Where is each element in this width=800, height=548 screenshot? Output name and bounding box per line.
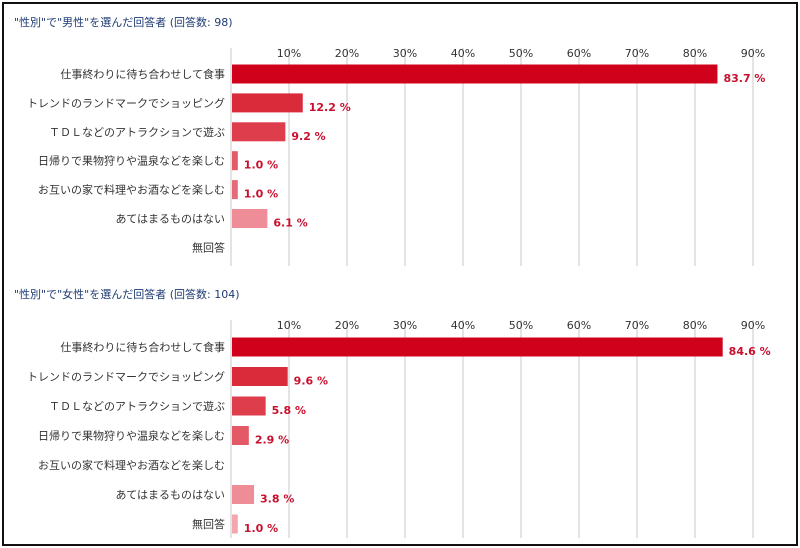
x-tick-label: 90% — [741, 47, 765, 60]
category-label: 無回答 — [192, 517, 225, 531]
value-label: 84.6 % — [729, 345, 771, 358]
category-label: あてはまるものはない — [115, 213, 225, 226]
category-label: 仕事終わりに待ち合わせして食事 — [60, 67, 225, 81]
value-label: 9.6 % — [294, 375, 328, 388]
bar-charts: "性別"で"男性"を選んだ回答者 (回答数: 98) 10% 20% 30% 40% 50… — [14, 15, 771, 538]
x-tick-label: 70% — [625, 319, 649, 332]
value-label: 1.0 % — [244, 188, 278, 201]
value-label: 12.2 % — [309, 101, 351, 114]
x-tick-label: 40% — [451, 47, 475, 60]
x-tick-label: 20% — [335, 47, 359, 60]
category-label: ＴＤＬなどのアトラクションで遊ぶ — [49, 399, 225, 413]
bar — [232, 337, 723, 357]
x-tick-label: 40% — [451, 319, 475, 332]
x-tick-label: 70% — [625, 47, 649, 60]
value-label: 3.8 % — [260, 493, 294, 506]
category-label: お互いの家で料理やお酒などを楽しむ — [38, 183, 225, 197]
x-tick-label: 60% — [567, 47, 591, 60]
x-tick-label: 80% — [683, 319, 707, 332]
category-label: 無回答 — [192, 240, 225, 254]
x-tick-label: 20% — [335, 319, 359, 332]
bar — [232, 485, 255, 504]
category-label: 仕事終わりに待ち合わせして食事 — [60, 340, 225, 354]
category-label: お互いの家で料理やお酒などを楽しむ — [38, 458, 225, 472]
x-tick-label: 60% — [567, 319, 591, 332]
bar — [232, 64, 718, 84]
value-label: 1.0 % — [244, 159, 278, 172]
bar — [232, 122, 286, 142]
category-label: あてはまるものはない — [115, 489, 225, 502]
bar — [232, 514, 238, 534]
value-label: 9.2 % — [291, 130, 325, 143]
x-tick-label: 30% — [393, 319, 417, 332]
value-label: 5.8 % — [272, 404, 306, 417]
x-tick-label: 10% — [277, 47, 301, 60]
bar — [232, 180, 238, 200]
value-label: 83.7 % — [723, 72, 765, 85]
bar — [232, 426, 249, 445]
x-tick-label: 50% — [509, 319, 533, 332]
bar — [232, 367, 288, 386]
bar — [232, 151, 238, 171]
value-label: 2.9 % — [255, 434, 289, 447]
chart-title: "性別"で"男性"を選んだ回答者 (回答数: 98) — [14, 15, 233, 29]
x-tick-label: 90% — [741, 319, 765, 332]
chart-title: "性別"で"女性"を選んだ回答者 (回答数: 104) — [14, 287, 240, 301]
category-label: 日帰りで果物狩りや温泉などを楽しむ — [38, 429, 225, 443]
bar — [232, 93, 303, 113]
x-tick-label: 50% — [509, 47, 533, 60]
x-tick-label: 30% — [393, 47, 417, 60]
value-label: 6.1 % — [273, 217, 307, 230]
category-label: ＴＤＬなどのアトラクションで遊ぶ — [49, 125, 225, 139]
x-tick-label: 10% — [277, 319, 301, 332]
category-label: トレンドのランドマークでショッピング — [27, 370, 225, 384]
category-label: トレンドのランドマークでショッピング — [27, 96, 225, 110]
bar — [232, 209, 268, 228]
value-label: 1.0 % — [244, 522, 278, 535]
bar — [232, 396, 266, 416]
category-label: 日帰りで果物狩りや温泉などを楽しむ — [38, 154, 225, 168]
x-tick-label: 80% — [683, 47, 707, 60]
